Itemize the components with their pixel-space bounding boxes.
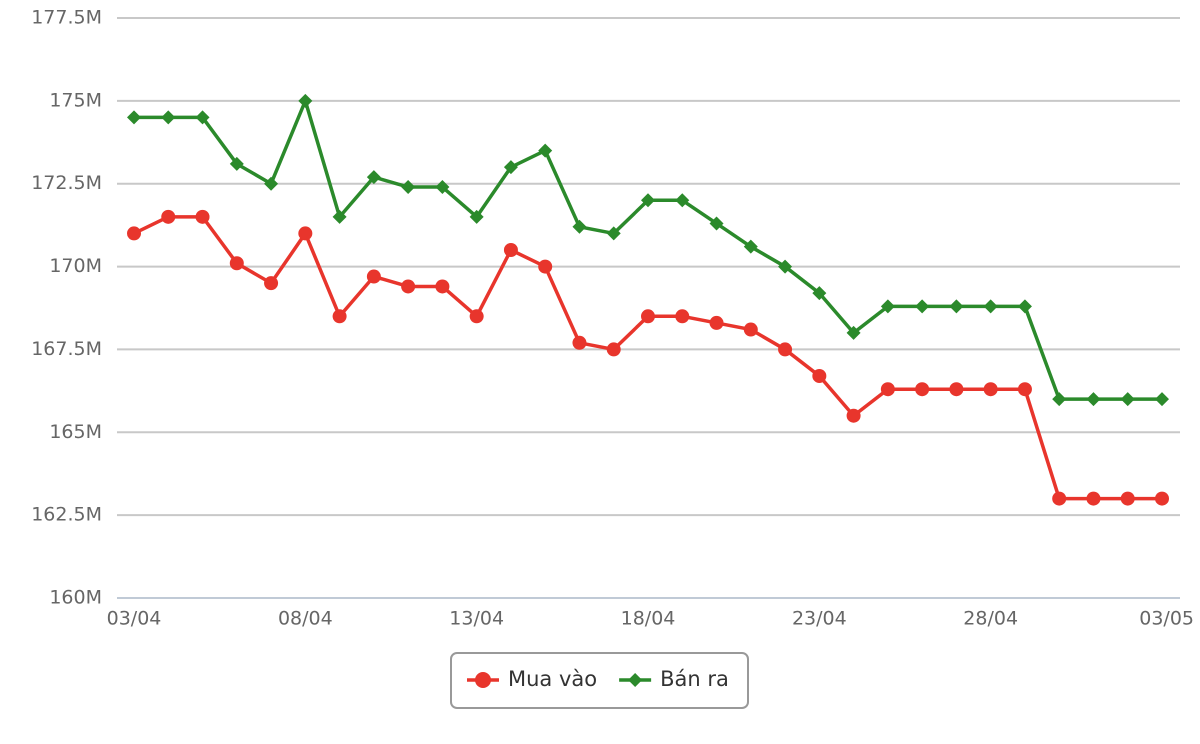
point: [983, 382, 998, 397]
point: [435, 279, 450, 294]
legend-marker: [628, 673, 643, 687]
point: [195, 110, 210, 125]
point: [709, 216, 724, 231]
point: [538, 143, 553, 158]
y-tick-label: 160M: [49, 587, 102, 609]
point: [1155, 491, 1169, 506]
point: [1017, 299, 1032, 314]
y-tick-label: 167.5M: [31, 338, 102, 360]
point: [1120, 491, 1135, 506]
x-tick-label: 18/04: [621, 608, 676, 630]
point: [366, 269, 381, 284]
point: [161, 209, 176, 224]
point: [675, 193, 690, 208]
point: [606, 226, 621, 241]
point: [1017, 382, 1032, 397]
point: [778, 259, 793, 274]
point: [1052, 491, 1067, 506]
point: [1086, 491, 1101, 506]
point: [264, 176, 279, 191]
point: [812, 368, 827, 383]
point: [983, 299, 998, 314]
legend-label[interactable]: Bán ra: [660, 667, 729, 691]
point: [503, 160, 518, 175]
point: [195, 209, 210, 224]
legend-marker: [475, 672, 491, 688]
point: [538, 259, 553, 274]
y-tick-label: 172.5M: [31, 172, 102, 194]
point: [572, 335, 587, 350]
point: [161, 110, 176, 125]
y-tick-label: 177.5M: [31, 7, 102, 29]
point: [469, 209, 484, 224]
y-tick-label: 165M: [49, 421, 102, 443]
point: [1120, 392, 1135, 407]
point: [1086, 392, 1101, 407]
point: [606, 342, 621, 357]
y-tick-label: 162.5M: [31, 504, 102, 526]
point: [641, 193, 655, 208]
x-tick-label: 23/04: [792, 608, 847, 630]
point: [401, 180, 416, 195]
point: [332, 309, 347, 324]
x-tick-label: 03/05: [1139, 608, 1194, 630]
y-tick-label: 175M: [49, 89, 102, 111]
point: [675, 309, 690, 324]
point: [469, 309, 484, 324]
x-tick-label: 08/04: [278, 608, 333, 630]
point: [1155, 392, 1169, 407]
point: [298, 93, 313, 108]
point: [709, 315, 724, 330]
legend-label[interactable]: Mua vào: [508, 667, 597, 691]
point: [949, 382, 964, 397]
point: [298, 226, 313, 241]
legend-box: [450, 652, 749, 709]
point: [743, 239, 758, 254]
point: [127, 226, 141, 241]
point: [915, 382, 930, 397]
point: [229, 256, 244, 271]
x-tick-label: 28/04: [963, 608, 1018, 630]
point: [264, 276, 279, 291]
point: [572, 219, 587, 234]
point: [880, 299, 895, 314]
series-line: [134, 99, 1162, 401]
point: [880, 382, 895, 397]
point: [401, 279, 416, 294]
x-tick-label: 03/04: [107, 608, 162, 630]
point: [435, 180, 450, 195]
point: [949, 299, 964, 314]
point: [846, 325, 861, 340]
x-tick-label: 13/04: [449, 608, 504, 630]
point: [229, 156, 244, 171]
point: [332, 209, 347, 224]
point: [778, 342, 793, 357]
y-tick-label: 170M: [49, 255, 102, 277]
point: [915, 299, 930, 314]
point: [641, 309, 655, 324]
point: [743, 322, 758, 337]
point: [812, 286, 827, 301]
point: [503, 243, 518, 257]
point: [1052, 392, 1067, 407]
point: [366, 170, 381, 185]
point: [127, 110, 141, 125]
point: [846, 408, 861, 423]
series-line: [133, 215, 1162, 501]
